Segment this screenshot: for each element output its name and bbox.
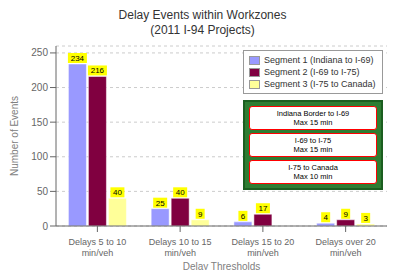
html-text:I-75 to Canada Max 10 min: I-75 to Canada Max 10 min xyxy=(288,163,338,181)
svg-text:17: 17 xyxy=(258,204,267,213)
svg-text:Delays 15 to 20min/veh: Delays 15 to 20min/veh xyxy=(232,237,295,258)
html-text:Segment 3 (I-75 to Canada): Segment 3 (I-75 to Canada) xyxy=(264,79,376,89)
svg-text:250: 250 xyxy=(31,47,48,58)
svg-text:9: 9 xyxy=(343,210,348,219)
svg-text:4: 4 xyxy=(323,213,328,222)
svg-text:9: 9 xyxy=(198,210,203,219)
svg-text:Delays 10 to 15min/veh: Delays 10 to 15min/veh xyxy=(149,237,212,258)
svg-text:Number of Events: Number of Events xyxy=(9,96,20,176)
svg-text:100: 100 xyxy=(31,151,48,162)
svg-text:6: 6 xyxy=(241,212,246,221)
svg-text:3: 3 xyxy=(363,214,368,223)
svg-text:200: 200 xyxy=(31,82,48,93)
html-text:Segment 1 (Indiana to I-69): Segment 1 (Indiana to I-69) xyxy=(264,55,374,65)
svg-text:Delays over 20min/veh: Delays over 20min/veh xyxy=(316,237,376,258)
svg-text:216: 216 xyxy=(91,66,105,75)
svg-text:0: 0 xyxy=(42,221,48,232)
svg-text:Delay Thresholds: Delay Thresholds xyxy=(183,261,261,270)
svg-text:234: 234 xyxy=(71,54,85,63)
html-text:Segment 2 (I-69 to I-75): Segment 2 (I-69 to I-75) xyxy=(264,67,360,77)
svg-text:Delays 5 to 10min/veh: Delays 5 to 10min/veh xyxy=(69,237,127,258)
svg-text:25: 25 xyxy=(156,199,165,208)
svg-text:50: 50 xyxy=(37,186,49,197)
svg-text:40: 40 xyxy=(176,188,185,197)
svg-text:40: 40 xyxy=(113,188,122,197)
html-text:I-69 to I-75 Max 15 min: I-69 to I-75 Max 15 min xyxy=(293,136,333,154)
html-text:Delay Events within Workzones: Delay Events within Workzones (2011 I-94… xyxy=(118,8,287,37)
html-text:Indiana Border to I-69 Max 15: Indiana Border to I-69 Max 15 min xyxy=(276,109,350,127)
svg-text:150: 150 xyxy=(31,117,48,128)
